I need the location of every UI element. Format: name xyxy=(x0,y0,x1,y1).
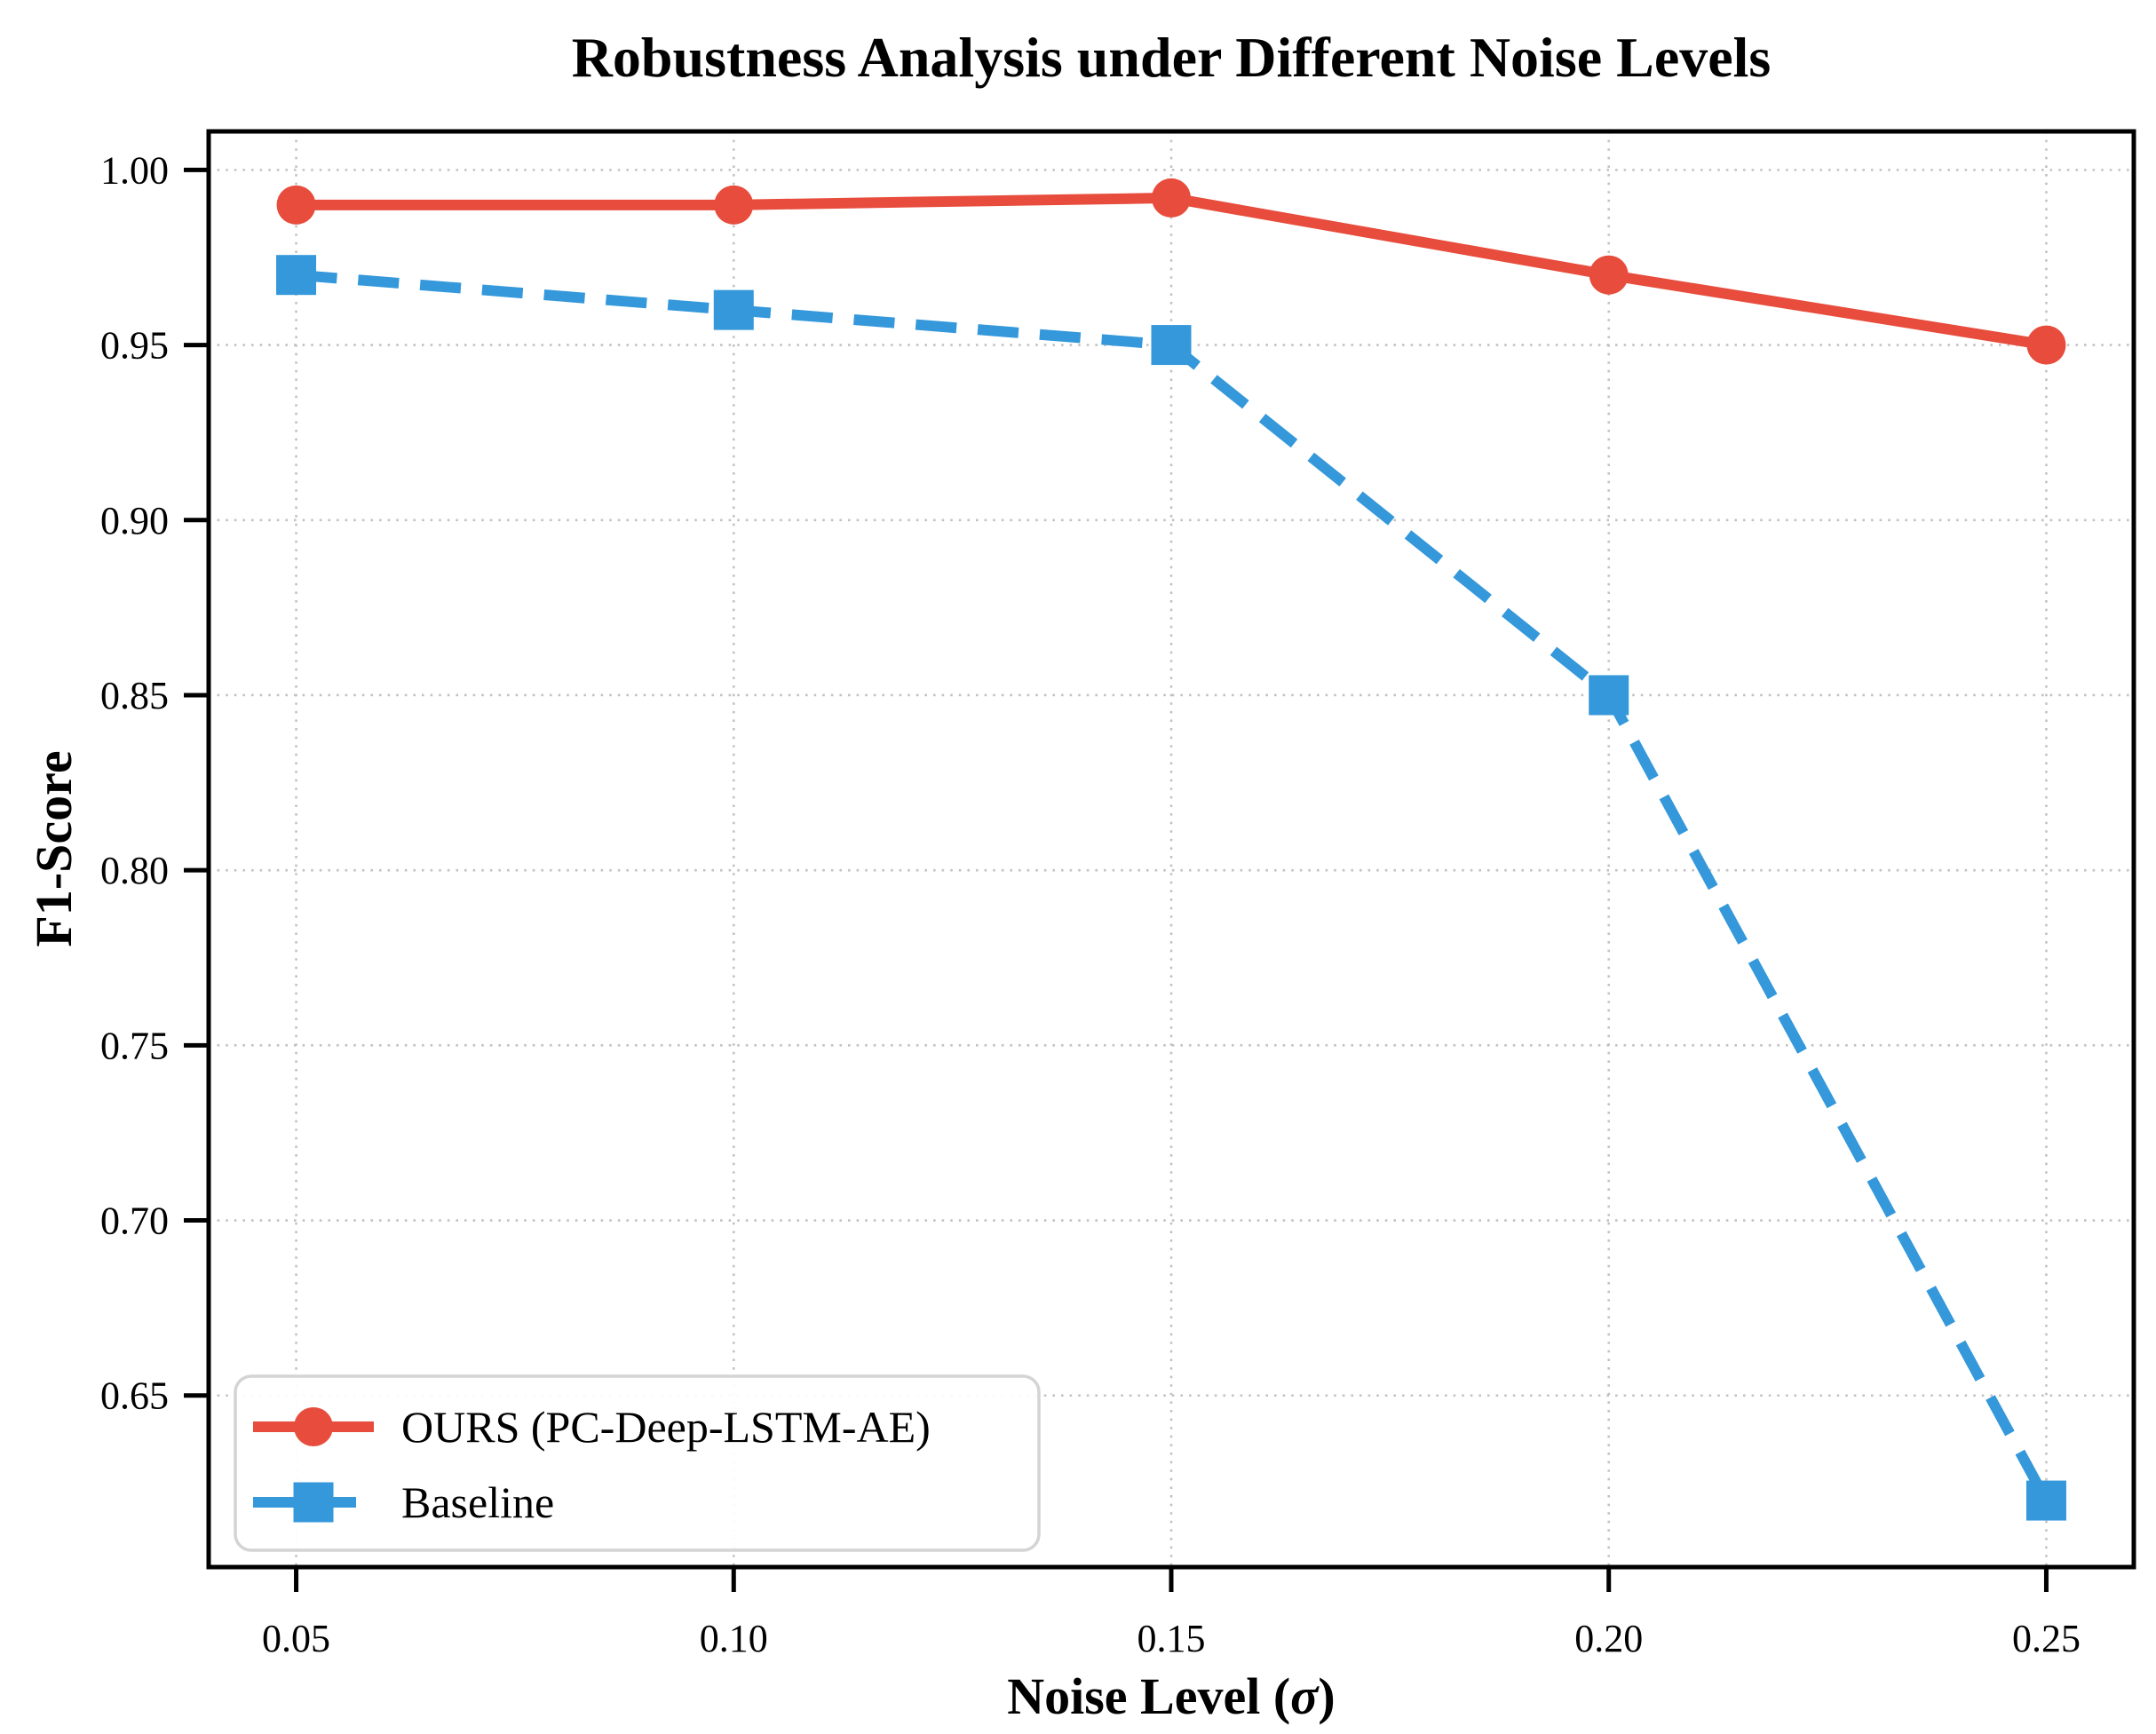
y-tick-label: 1.00 xyxy=(100,148,169,192)
sigma-symbol: σ xyxy=(1290,1667,1320,1725)
data-point-square xyxy=(713,289,754,330)
x-axis-label-close-paren: ) xyxy=(1318,1667,1335,1725)
legend-entry-label: Baseline xyxy=(401,1477,554,1527)
data-point-circle xyxy=(1152,178,1191,218)
y-tick-label: 0.90 xyxy=(100,499,169,542)
data-point-circle xyxy=(276,185,316,225)
y-tick-label: 0.95 xyxy=(100,324,169,368)
data-point-square xyxy=(1151,325,1192,366)
data-point-square xyxy=(1589,675,1629,716)
y-tick-label: 0.75 xyxy=(100,1024,169,1067)
grid-layer xyxy=(209,131,2134,1567)
legend-marker-circle xyxy=(294,1407,333,1446)
x-tick-label: 0.05 xyxy=(262,1617,330,1660)
y-tick-label: 0.65 xyxy=(100,1374,169,1418)
legend: OURS (PC-Deep-LSTM-AE) Baseline xyxy=(234,1374,1041,1552)
series-layer xyxy=(276,178,2066,1521)
y-tick-label: 0.80 xyxy=(100,849,169,892)
x-tick-label: 0.10 xyxy=(700,1617,768,1660)
x-tick-label: 0.20 xyxy=(1574,1617,1643,1660)
data-point-square xyxy=(2025,1480,2066,1521)
x-axis-label-text: Noise Level ( xyxy=(1007,1667,1290,1725)
data-point-circle xyxy=(714,185,754,225)
chart-title: Robustness Analysis under Different Nois… xyxy=(572,26,1772,89)
y-tick-label: 0.85 xyxy=(100,674,169,717)
ticks-layer: 0.05 0.10 0.15 0.20 0.25 0.65 0.70 0.75 0.80 0.85… xyxy=(100,148,2081,1660)
data-point-circle xyxy=(2026,325,2066,365)
x-tick-label: 0.25 xyxy=(2012,1617,2081,1660)
legend-entry-label: OURS (PC-Deep-LSTM-AE) xyxy=(401,1402,931,1452)
data-point-circle xyxy=(1589,255,1629,295)
y-axis-label: F1-Score xyxy=(25,750,83,946)
x-axis-label: Noise Level (σ) xyxy=(1007,1667,1336,1725)
legend-marker-square xyxy=(293,1482,334,1523)
data-point-square xyxy=(276,255,317,296)
y-tick-label: 0.70 xyxy=(100,1200,169,1243)
x-tick-label: 0.15 xyxy=(1137,1617,1206,1660)
legend-box xyxy=(234,1374,1041,1552)
